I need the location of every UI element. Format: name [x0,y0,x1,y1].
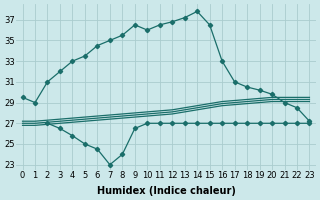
X-axis label: Humidex (Indice chaleur): Humidex (Indice chaleur) [97,186,236,196]
